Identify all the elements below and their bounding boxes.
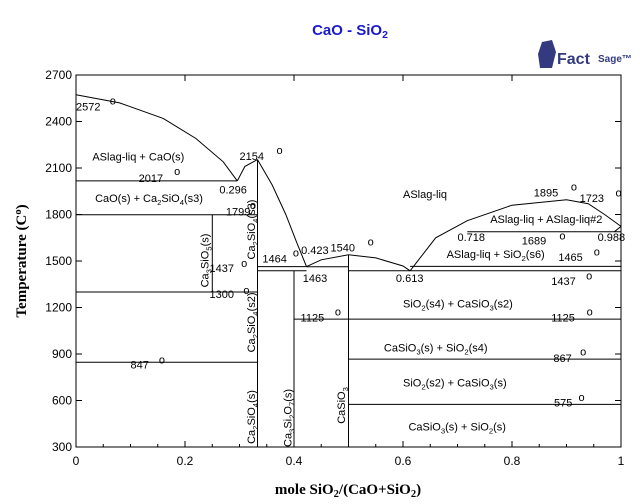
compound-label: CaSiO3 <box>336 387 350 424</box>
phase-annotation: 1300 <box>210 289 234 301</box>
phase-boundary-line <box>257 159 307 267</box>
phase-annotation: 0.423 <box>301 245 329 257</box>
degree-mark: o <box>594 247 600 259</box>
degree-mark: o <box>571 181 577 193</box>
compound-label: Ca2SiO4(s3) <box>246 200 260 260</box>
phase-boundary-line <box>614 226 622 233</box>
phase-annotation: ASlag-liq <box>403 189 447 201</box>
degree-mark: o <box>587 306 593 318</box>
compound-label: Ca2SiO4(s2) <box>246 292 260 352</box>
phase-annotation: SiO2(s4) + CaSiO3(s2) <box>403 299 513 313</box>
compound-label: Ca3Si2O7(s) <box>282 389 296 447</box>
axes: 0 0.2 0.4 0.6 0.8 130060090012001500180021002… <box>45 68 624 468</box>
degree-mark: o <box>243 285 249 297</box>
phase-annotation: 1437 <box>551 276 575 288</box>
phase-annotation: ASlag-liq + CaO(s) <box>92 151 184 163</box>
phase-annotation: SiO2(s2) + CaSiO3(s) <box>403 378 507 392</box>
phase-annotation: 0.296 <box>219 185 247 197</box>
degree-mark: o <box>293 248 299 260</box>
y-tick-label: 600 <box>52 394 72 408</box>
x-tick-label: 0.6 <box>395 454 412 468</box>
y-tick-label: 900 <box>52 347 72 361</box>
phase-annotation: 2154 <box>240 151 264 163</box>
x-tick-label: 0.4 <box>286 454 303 468</box>
y-axis-label: Temperature (Co) <box>13 204 30 317</box>
compound-label: Ca3SiO5(s) <box>199 234 213 288</box>
phase-annotation: CaO(s) + Ca2SiO4(s3) <box>95 193 203 207</box>
phase-boundaries <box>75 94 622 447</box>
x-tick-label: 0 <box>73 454 80 468</box>
degree-mark: o <box>241 258 247 270</box>
y-tick-label: 300 <box>52 440 72 454</box>
phase-annotation: 2572 <box>76 102 100 114</box>
phase-annotation: 1437 <box>210 263 234 275</box>
degree-mark: o <box>368 237 374 249</box>
degree-mark: o <box>250 200 256 212</box>
degree-mark: o <box>580 347 586 359</box>
degree-mark: o <box>578 392 584 404</box>
phase-annotation: 0.613 <box>396 273 424 285</box>
phase-annotation: 1464 <box>262 254 286 266</box>
phase-annotation: 575 <box>554 398 572 410</box>
y-tick-label: 1500 <box>45 254 72 268</box>
x-axis-label: mole SiO2/(CaO+SiO2) <box>275 482 421 500</box>
chart-title: CaO - SiO2 <box>312 22 388 41</box>
phase-annotation: 1465 <box>558 252 582 264</box>
phase-annotation: CaSiO3(s) + SiO2(s) <box>408 422 506 436</box>
phase-annotation: 2017 <box>139 173 163 185</box>
phase-annotation: 0.718 <box>458 232 486 244</box>
phase-boundary-line <box>236 159 258 182</box>
degree-mark: o <box>335 306 341 318</box>
logo-suffix: Sage™ <box>598 54 632 65</box>
phase-annotation: 847 <box>131 360 149 372</box>
phase-annotation: 0.988 <box>598 232 626 244</box>
degree-mark: o <box>159 354 165 366</box>
phase-annotation: 1125 <box>301 312 325 324</box>
compound-label: Ca2SiO4(s) <box>246 390 260 444</box>
phase-boundary-line <box>409 199 622 272</box>
phase-boundary-line <box>306 254 411 272</box>
y-tick-label: 1200 <box>45 301 72 315</box>
degree-mark: o <box>616 188 622 200</box>
degree-mark: o <box>559 230 565 242</box>
phase-annotation: 1463 <box>303 273 327 285</box>
phase-boundary-line <box>75 94 238 182</box>
x-tick-label: 1 <box>618 454 625 468</box>
degree-mark: o <box>586 271 592 283</box>
y-tick-label: 1800 <box>45 208 72 222</box>
degree-mark: o <box>277 145 283 157</box>
y-tick-label: 2100 <box>45 161 72 175</box>
phase-annotation: CaSiO3(s) + SiO2(s4) <box>384 343 488 357</box>
phase-annotation: 867 <box>553 353 571 365</box>
x-tick-label: 0.8 <box>504 454 521 468</box>
factsage-logo: Fact Sage™ <box>538 40 632 68</box>
phase-annotation: 1895 <box>534 188 558 200</box>
phase-annotation: 1723 <box>580 193 604 205</box>
phase-annotation: 1689 <box>522 236 546 248</box>
phase-annotation: 1540 <box>331 243 355 255</box>
phase-annotation: ASlag-liq + ASlag-liq#2 <box>490 214 602 226</box>
y-tick-label: 2700 <box>45 68 72 82</box>
phase-annotation: 1799 <box>226 206 250 218</box>
x-tick-label: 0.2 <box>177 454 194 468</box>
degree-mark: o <box>174 166 180 178</box>
phase-annotation: ASlag-liq + SiO2(s6) <box>447 249 545 263</box>
phase-annotation: 1125 <box>551 312 575 324</box>
y-tick-label: 2400 <box>45 115 72 129</box>
degree-mark: o <box>110 95 116 107</box>
logo-text: Fact <box>557 51 591 68</box>
